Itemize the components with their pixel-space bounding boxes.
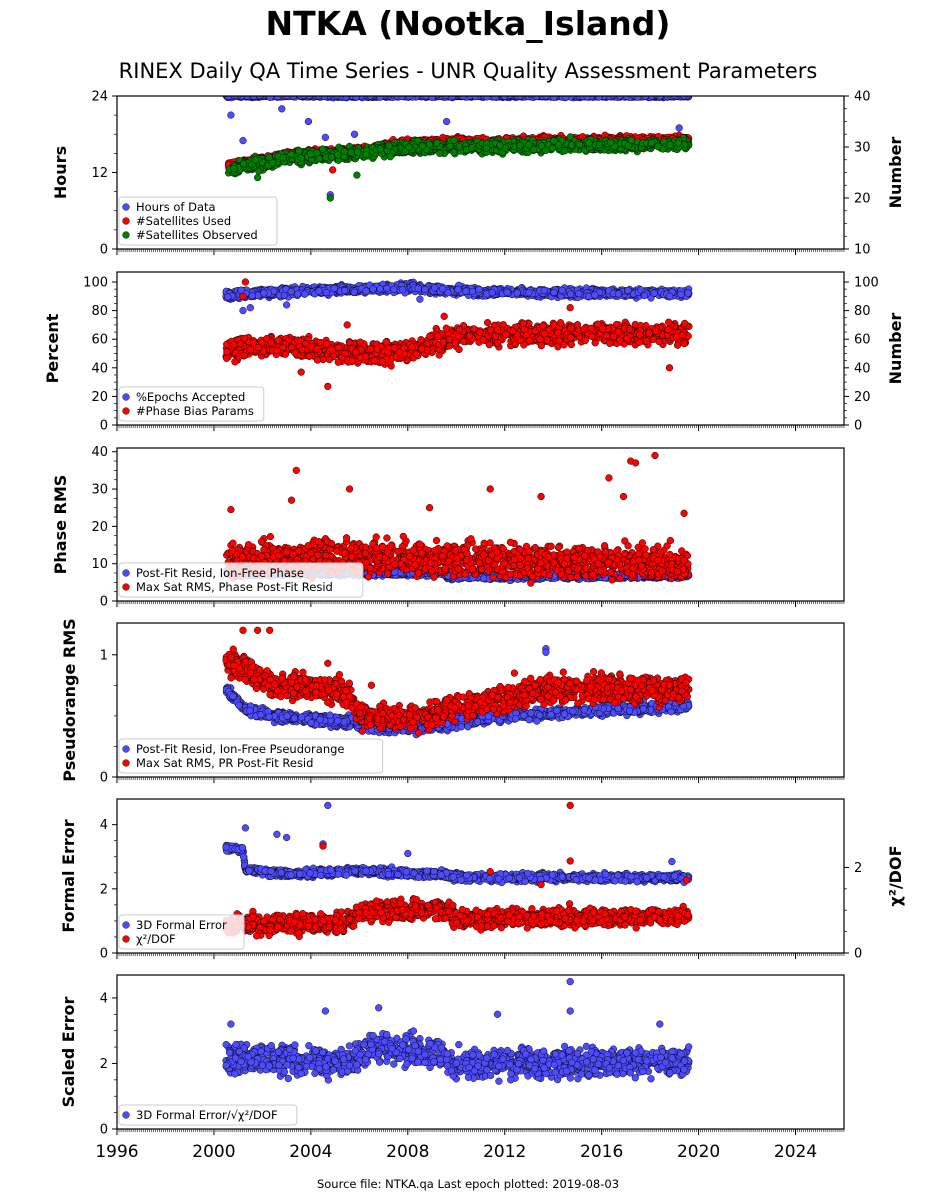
y-axis-label: Hours <box>51 146 70 199</box>
data-point <box>629 96 636 99</box>
data-point <box>240 160 248 168</box>
data-point <box>516 141 524 150</box>
data-point <box>567 141 576 149</box>
y-right-tick-label: 40 <box>854 90 871 105</box>
data-point <box>654 142 662 151</box>
data-point <box>624 142 632 150</box>
data-point <box>352 96 360 101</box>
data-point <box>307 150 315 158</box>
data-point <box>376 145 385 153</box>
data-point <box>575 140 584 149</box>
data-point <box>561 96 570 101</box>
y-tick-label: 0 <box>100 243 108 258</box>
y-right-tick-label: 10 <box>854 243 871 258</box>
legend-label: Hours of Data <box>136 200 216 214</box>
data-point <box>648 139 656 147</box>
data-point <box>230 164 238 173</box>
legend-marker <box>122 217 130 225</box>
data-point <box>405 143 413 151</box>
data-point <box>386 153 394 161</box>
figure-subtitle: RINEX Daily QA Time Series - UNR Quality… <box>119 59 818 83</box>
series-green-2 <box>224 133 693 202</box>
data-point <box>315 154 323 163</box>
data-point <box>496 141 504 149</box>
data-point <box>328 153 336 161</box>
series-blue-0 <box>222 278 693 315</box>
data-point <box>482 144 491 153</box>
data-point <box>550 96 558 101</box>
data-point-outlier <box>326 194 334 202</box>
data-point <box>418 142 427 150</box>
figure-title: NTKA (Nootka_Island) <box>266 4 671 43</box>
y-axis-label-right: Number <box>886 137 905 209</box>
data-point <box>506 96 514 99</box>
data-point <box>595 141 604 149</box>
y-tick-label: 12 <box>91 166 108 181</box>
data-point <box>385 142 393 150</box>
chart-panel-2: 020406080100020406080100NumberPercent%Ep… <box>43 271 905 434</box>
data-point <box>674 139 682 147</box>
data-point-outlier <box>350 130 359 138</box>
legend: Hours of Data#Satellites Used#Satellites… <box>118 196 278 246</box>
data-point-outlier <box>321 133 330 142</box>
data-point-outlier <box>675 124 683 132</box>
data-point <box>268 158 277 167</box>
data-point <box>525 141 533 149</box>
data-point <box>376 96 384 101</box>
data-point <box>334 151 342 159</box>
data-point <box>266 96 274 101</box>
legend-marker <box>122 203 130 211</box>
data-point-outlier <box>227 111 235 119</box>
data-point-outlier <box>239 136 247 145</box>
y-tick-label: 24 <box>91 90 108 105</box>
x-minor-ticks <box>116 249 845 252</box>
data-point <box>537 142 546 150</box>
data-point <box>450 136 458 144</box>
data-point <box>595 96 603 101</box>
data-point <box>232 96 240 99</box>
data-point <box>436 149 444 158</box>
data-point-outlier <box>442 117 451 126</box>
data-point <box>442 96 450 99</box>
data-point <box>354 148 362 156</box>
data-point <box>666 141 674 149</box>
data-point <box>606 138 615 147</box>
data-point <box>433 139 441 147</box>
legend-label: #Satellites Observed <box>136 228 258 242</box>
data-point <box>428 96 436 101</box>
data-point-outlier <box>353 171 361 179</box>
data-point <box>347 148 355 156</box>
data-point <box>483 96 491 101</box>
data-point <box>279 154 288 162</box>
data-point-outlier <box>304 117 313 126</box>
y-right-tick-label: 20 <box>854 192 871 207</box>
data-point <box>362 150 370 159</box>
legend-label: #Satellites Used <box>136 214 231 228</box>
data-point <box>585 139 593 147</box>
data-point <box>491 96 499 101</box>
y-right-tick-label: 30 <box>854 141 871 156</box>
data-points <box>222 278 693 391</box>
data-point <box>319 145 327 153</box>
data-point <box>251 156 259 164</box>
data-point <box>256 96 264 99</box>
data-point <box>340 147 349 156</box>
data-point-outlier <box>278 105 286 113</box>
data-point <box>561 147 569 155</box>
data-point <box>455 143 464 151</box>
data-point <box>554 141 563 149</box>
data-points <box>222 96 693 202</box>
data-point <box>297 154 305 162</box>
legend-marker <box>122 231 130 239</box>
data-point <box>527 96 534 99</box>
data-point <box>583 96 591 101</box>
data-point-outlier <box>253 173 262 182</box>
series-blue-0 <box>222 96 693 199</box>
data-point-outlier <box>329 166 337 174</box>
data-point <box>468 144 476 152</box>
